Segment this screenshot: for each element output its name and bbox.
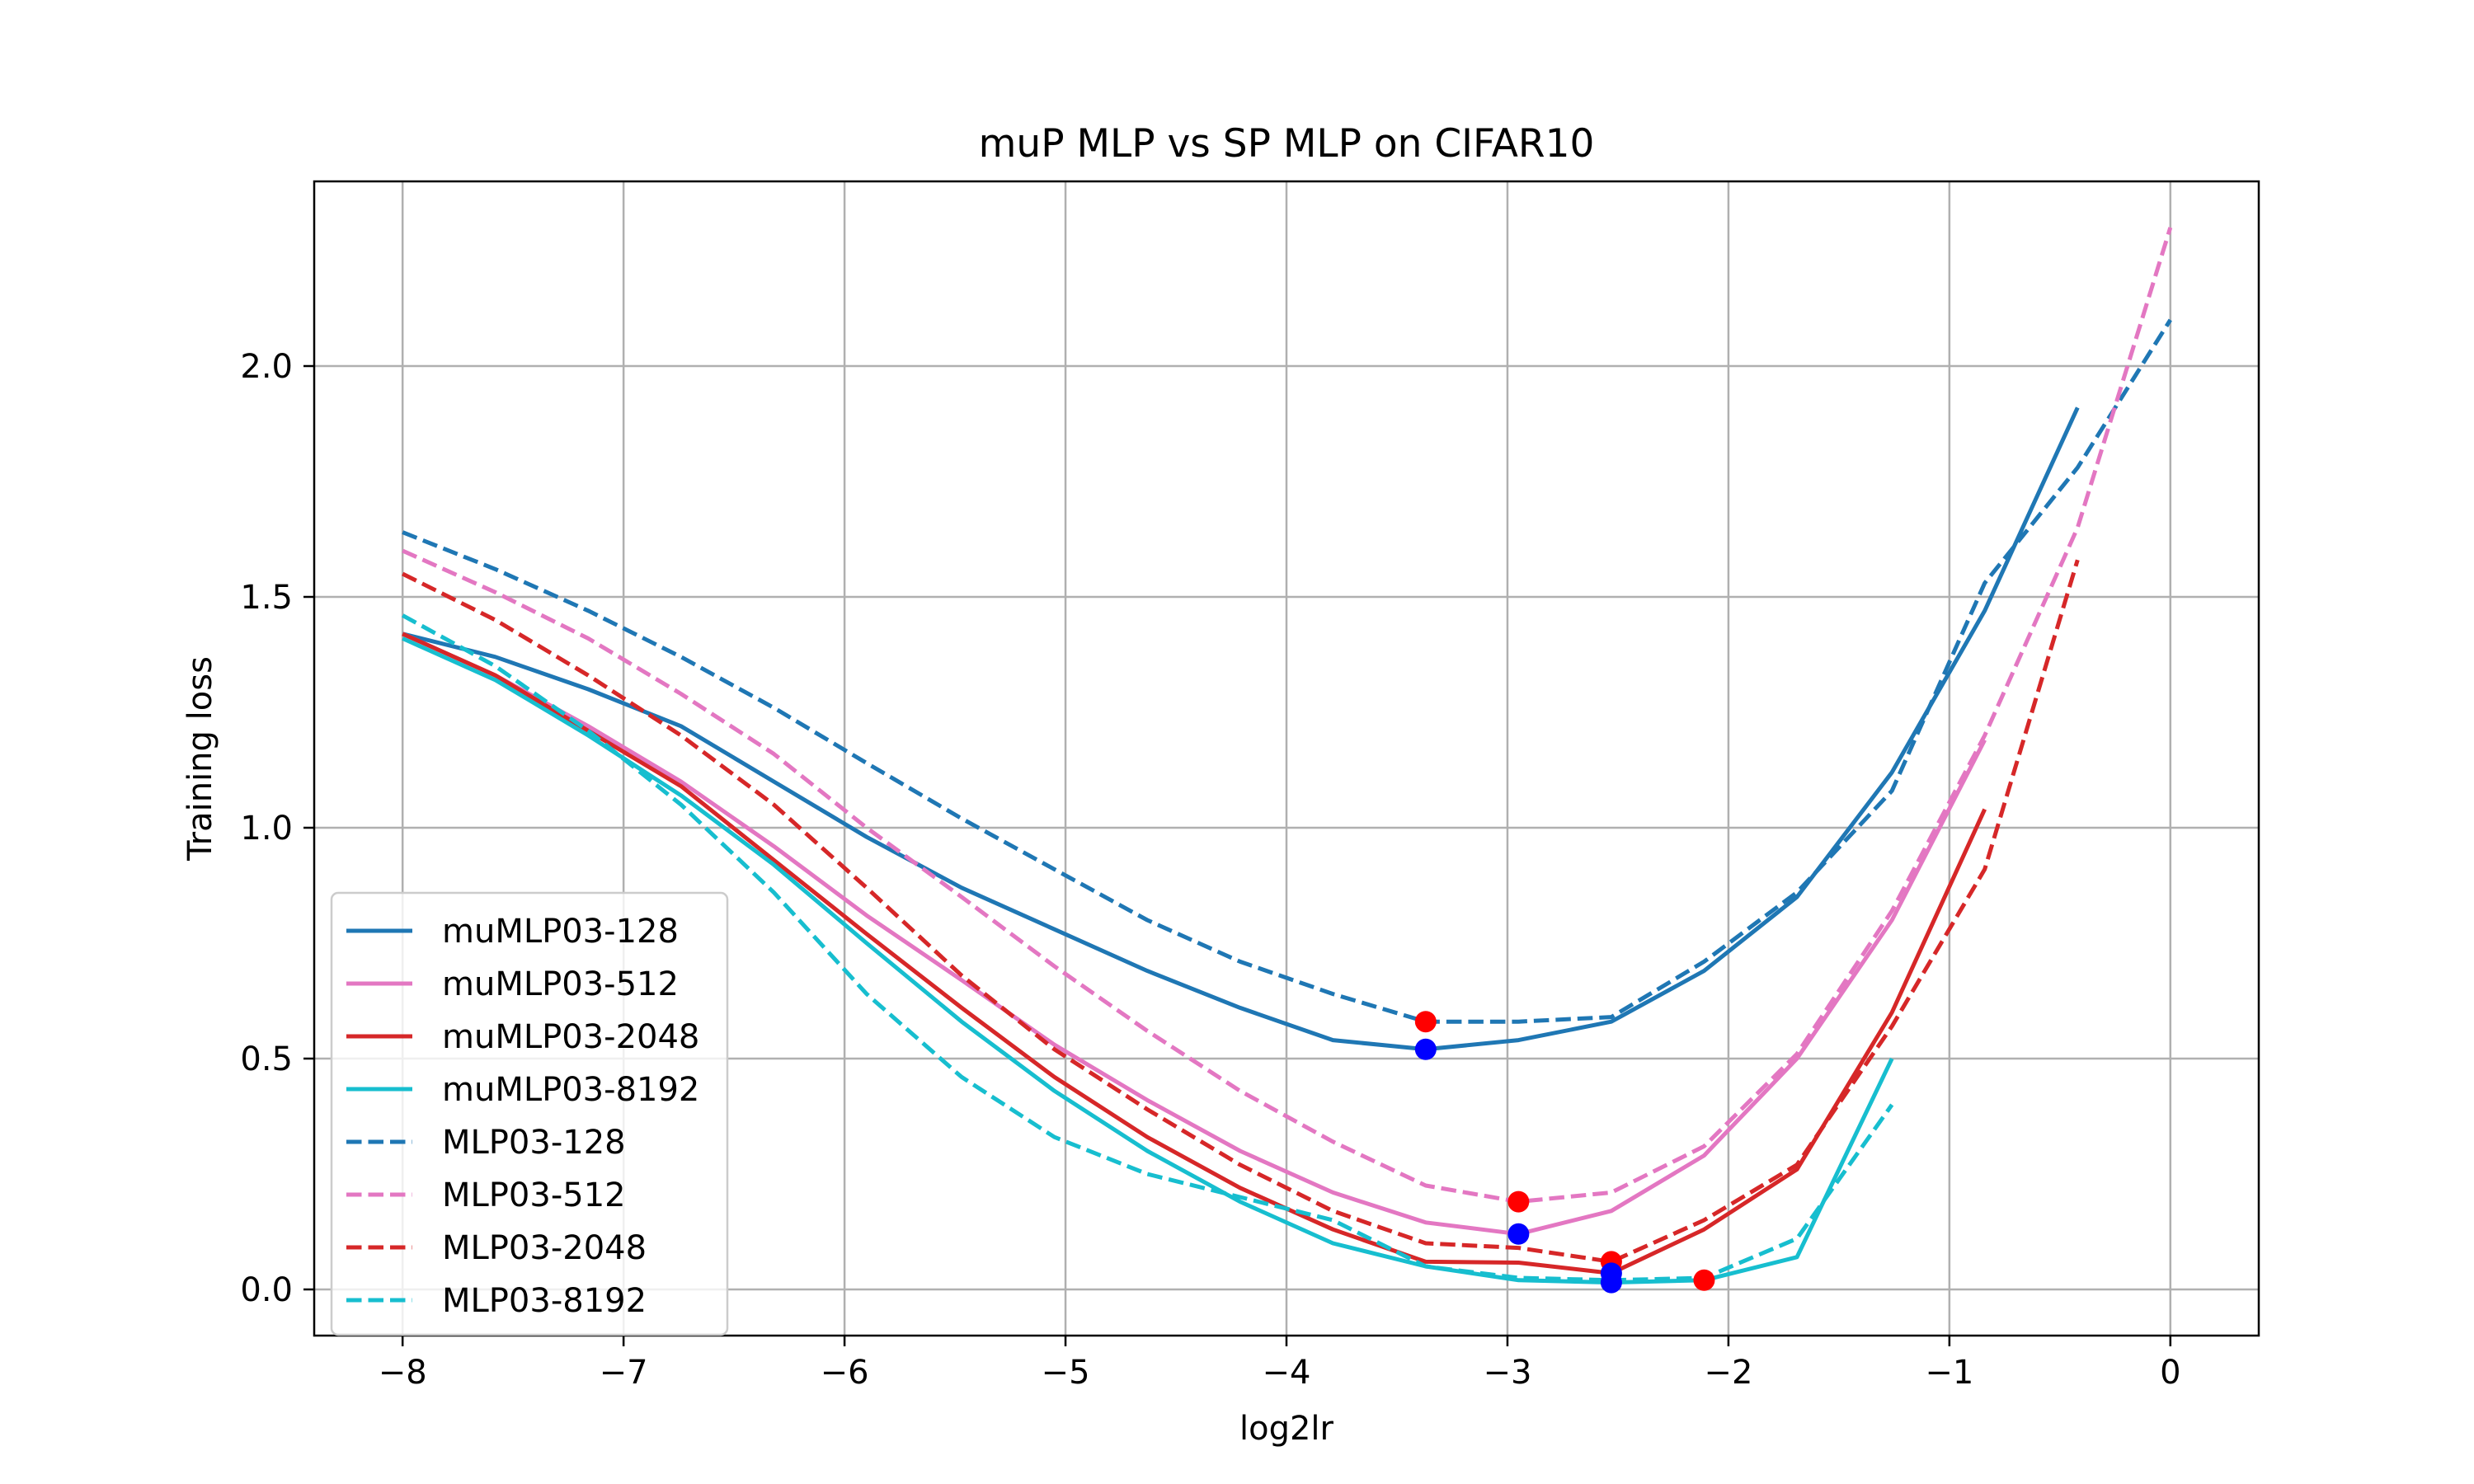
minimum-marker xyxy=(1507,1223,1530,1245)
x-tick-label: −1 xyxy=(1925,1354,1973,1392)
legend-label: MLP03-512 xyxy=(442,1176,626,1214)
minima-markers xyxy=(1414,1011,1715,1294)
y-tick-label: 1.5 xyxy=(240,579,293,617)
y-tick-label: 2.0 xyxy=(240,348,293,386)
series-line-MLP03-512 xyxy=(402,227,2173,1205)
minimum-marker xyxy=(1414,1038,1437,1060)
x-tick-label: −5 xyxy=(1042,1354,1090,1392)
y-tick-label: 0.5 xyxy=(240,1040,293,1078)
x-axis-title: log2lr xyxy=(1239,1410,1334,1448)
series-line-MLP03-128 xyxy=(402,318,2172,1024)
y-axis-title: Training loss xyxy=(181,656,219,862)
x-tick-label: −7 xyxy=(600,1354,648,1392)
legend-label: muMLP03-2048 xyxy=(442,1018,699,1056)
series-line-muMLP03-2048 xyxy=(402,632,1987,1275)
series-line-MLP03-8192 xyxy=(401,613,1894,1283)
series-line-muMLP03-8192 xyxy=(402,636,1894,1285)
minimum-marker xyxy=(1414,1011,1437,1033)
series-line-muMLP03-128 xyxy=(402,406,2080,1052)
legend-label: MLP03-128 xyxy=(442,1124,626,1162)
plot-area xyxy=(401,227,2173,1285)
x-tick-label: −2 xyxy=(1704,1354,1752,1392)
legend: muMLP03-128 muMLP03-512 muMLP03-2048 muMLP0… xyxy=(330,891,729,1336)
x-tick-label: −8 xyxy=(379,1354,427,1392)
x-tick-label: 0 xyxy=(2160,1354,2180,1392)
legend-label: muMLP03-128 xyxy=(442,913,679,951)
chart-title: muP MLP vs SP MLP on CIFAR10 xyxy=(979,121,1595,167)
minimum-marker xyxy=(1693,1269,1715,1291)
minimum-marker xyxy=(1600,1271,1622,1294)
legend-label: muMLP03-8192 xyxy=(442,1071,699,1109)
grid xyxy=(314,181,2259,1336)
legend-box xyxy=(330,891,729,1336)
series-line-muMLP03-512 xyxy=(402,632,1987,1237)
x-tick-label: −3 xyxy=(1483,1354,1531,1392)
x-tick-label: −4 xyxy=(1263,1354,1311,1392)
axis-ticks: −8 −7 −6 −5 −4 −3 −2 −1 0 0.0 0.5 1.0 1.5 2.0 xyxy=(240,348,2180,1392)
x-tick-label: −6 xyxy=(821,1354,869,1392)
series-line-MLP03-2048 xyxy=(402,559,2080,1264)
y-tick-label: 1.0 xyxy=(240,810,293,848)
legend-label: muMLP03-512 xyxy=(442,965,679,1003)
legend-label: MLP03-8192 xyxy=(442,1282,647,1320)
minimum-marker xyxy=(1507,1190,1530,1213)
legend-label: MLP03-2048 xyxy=(442,1229,647,1267)
y-tick-label: 0.0 xyxy=(240,1271,293,1309)
